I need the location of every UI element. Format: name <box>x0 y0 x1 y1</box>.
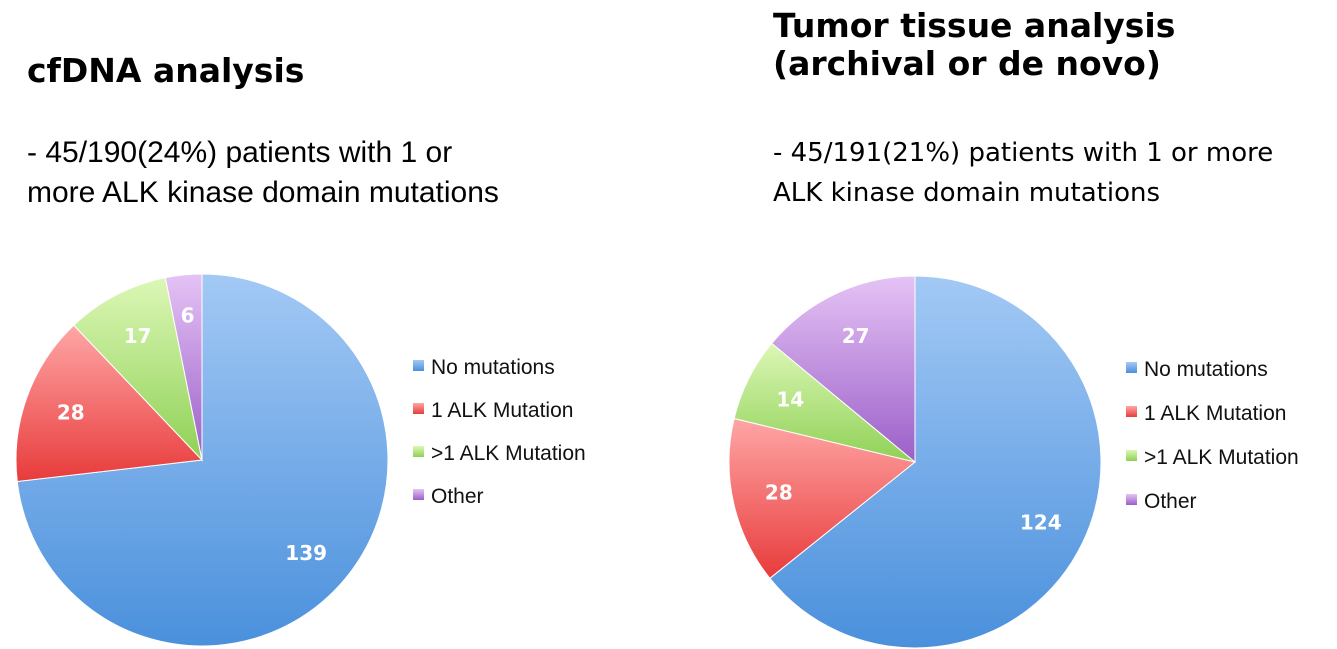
tumor-tissue-legend: No mutations 1 ALK Mutation >1 ALK Mutatio… <box>1126 358 1299 513</box>
tumor-tissue-subtitle-line-1: - 45/191(21%) patients with 1 or more <box>773 138 1274 168</box>
cfdna-title: cfDNA analysis <box>27 51 305 90</box>
tumor-tissue-legend-label-1-alk-mutation: 1 ALK Mutation <box>1144 402 1286 425</box>
tumor-tissue-slice-no-mutations <box>769 275 1102 649</box>
tumor-tissue-pie-chart: 124 28 14 27 No mutations 1 ALK Mutation >1 A… <box>728 275 1299 649</box>
cfdna-legend-swatch-other <box>413 489 424 500</box>
tumor-tissue-slice-label-no-mutations: 124 <box>1020 510 1062 534</box>
cfdna-slice-label-no-mutations: 139 <box>285 541 327 565</box>
tumor-tissue-subtitle: - 45/191(21%) patients with 1 or more AL… <box>773 133 1273 213</box>
cfdna-slice-gt1-alk-mutation <box>73 277 203 462</box>
cfdna-slice-1-alk-mutation <box>15 324 204 483</box>
cfdna-panel: cfDNA analysis - 45/190(24%) patients wi… <box>0 0 660 649</box>
tumor-tissue-slice-label-gt1-alk-mutation: 14 <box>776 388 804 412</box>
cfdna-slice-label-1-alk-mutation: 28 <box>57 401 85 425</box>
cfdna-slice-label-other: 6 <box>181 304 195 328</box>
tumor-tissue-slice-label-1-alk-mutation: 28 <box>765 480 793 504</box>
cfdna-pie-chart: 139 28 17 6 No mutations 1 ALK Mutation >1 AL… <box>15 273 586 647</box>
tumor-tissue-legend-label-no-mutations: No mutations <box>1144 358 1268 381</box>
tumor-tissue-panel: Tumor tissue analysis (archival or de no… <box>690 0 1337 649</box>
tumor-tissue-legend-swatch-other <box>1126 494 1137 505</box>
tumor-tissue-legend-swatch-1-alk-mutation <box>1126 406 1137 417</box>
cfdna-subtitle-line-1: - 45/190(24%) patients with 1 or <box>27 136 453 169</box>
cfdna-legend-swatch-no-mutations <box>413 360 424 371</box>
tumor-tissue-title-line-1: Tumor tissue analysis <box>773 6 1176 45</box>
cfdna-legend-label-gt1-alk-mutation: >1 ALK Mutation <box>431 442 586 465</box>
tumor-tissue-title-line-2: (archival or de novo) <box>773 44 1161 83</box>
tumor-tissue-subtitle-line-2: ALK kinase domain mutations <box>773 178 1161 208</box>
tumor-tissue-title: Tumor tissue analysis (archival or de no… <box>773 7 1175 83</box>
cfdna-legend-swatch-1-alk-mutation <box>413 403 424 414</box>
tumor-tissue-legend-swatch-gt1-alk-mutation <box>1126 450 1137 461</box>
cfdna-subtitle-line-2: more ALK kinase domain mutations <box>27 176 499 209</box>
tumor-tissue-slice-label-other: 27 <box>842 324 870 348</box>
tumor-tissue-slice-other <box>771 275 916 464</box>
cfdna-legend-label-no-mutations: No mutations <box>431 356 555 379</box>
cfdna-legend-label-other: Other <box>431 485 484 508</box>
cfdna-legend-swatch-gt1-alk-mutation <box>413 446 424 457</box>
tumor-tissue-legend-swatch-no-mutations <box>1126 362 1137 373</box>
cfdna-slice-other <box>164 273 203 461</box>
cfdna-subtitle: - 45/190(24%) patients with 1 or more AL… <box>27 133 499 213</box>
tumor-tissue-slice-1-alk-mutation <box>728 417 917 580</box>
cfdna-legend: No mutations 1 ALK Mutation >1 ALK Mutatio… <box>413 356 586 508</box>
tumor-tissue-legend-label-other: Other <box>1144 490 1197 513</box>
cfdna-slice-label-gt1-alk-mutation: 17 <box>124 324 152 348</box>
tumor-tissue-legend-label-gt1-alk-mutation: >1 ALK Mutation <box>1144 446 1299 469</box>
cfdna-legend-label-1-alk-mutation: 1 ALK Mutation <box>431 399 573 422</box>
